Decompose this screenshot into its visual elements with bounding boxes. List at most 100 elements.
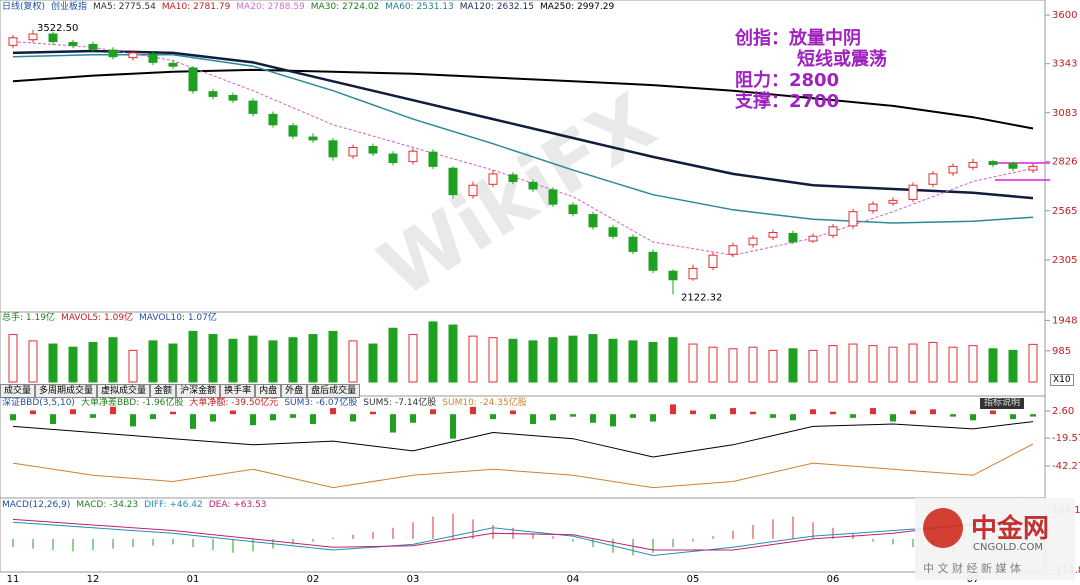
bbd-bar <box>830 411 836 415</box>
header-item: SUM3: -6.07亿股 <box>284 398 358 408</box>
tab[interactable]: 换手率 <box>220 384 256 398</box>
bbd-bar <box>10 414 16 421</box>
candle-body <box>368 145 378 154</box>
x-tick-label: 05 <box>687 574 700 585</box>
volume-bar <box>288 337 298 383</box>
candle-body <box>768 232 778 238</box>
x-tick-label: 03 <box>407 574 420 585</box>
volume-bar <box>8 334 18 383</box>
volume-bar <box>948 346 958 383</box>
y-tick-label: 3600 <box>1052 10 1077 21</box>
header-item: MA120: 2632.15 <box>459 2 534 12</box>
note-line: 阻力：2800 <box>735 70 840 91</box>
tab[interactable]: 内盘 <box>255 384 282 398</box>
candle-body <box>68 42 78 46</box>
bbd-bar <box>310 414 316 424</box>
candle-body <box>668 270 678 281</box>
logo-icon <box>923 508 963 548</box>
indicator-button[interactable]: 指标说明 <box>980 398 1025 409</box>
bbd-bar <box>1010 414 1016 420</box>
tab[interactable]: 虚拟成交量 <box>97 384 151 398</box>
plot-frame <box>0 0 1046 573</box>
x-tick-label: 04 <box>567 574 580 585</box>
candle-body <box>628 236 638 252</box>
y-tick-label: 1948 <box>1052 315 1077 326</box>
bbd-bar <box>570 414 576 417</box>
candle-body <box>128 52 138 59</box>
volume-bar <box>248 335 258 383</box>
tab[interactable]: 多周期成交量 <box>35 384 98 398</box>
header-item: 深证BBD(3,5,10) <box>2 398 75 408</box>
candle-body <box>948 165 958 174</box>
candle-body <box>408 150 418 163</box>
bbd-bar <box>650 414 656 422</box>
candle-body <box>388 153 398 164</box>
volume-bar <box>768 349 778 383</box>
bbd-header: 深证BBD(3,5,10) 大单净差BBD: -1.96亿股 大单净额: -39.5… <box>2 398 527 409</box>
ma-line <box>12 54 1034 224</box>
logo-slogan: 中 文 财 经 新 媒 体 <box>923 562 1021 575</box>
candle-body <box>528 181 538 190</box>
tab[interactable]: 成交量 <box>0 384 36 398</box>
candle-body <box>1008 163 1018 169</box>
bbd-bar <box>70 409 76 415</box>
volume-bar <box>368 343 378 383</box>
candle-body <box>748 237 758 246</box>
candle-body <box>788 232 798 243</box>
volume-bar <box>828 345 838 383</box>
bbd-bar <box>490 414 496 420</box>
bbd-bar <box>150 414 156 420</box>
candle-body <box>208 91 218 97</box>
volume-bar <box>928 341 938 383</box>
volume-bar <box>388 327 398 383</box>
header-item: MA10: 2781.79 <box>161 2 231 12</box>
candle-body <box>48 33 58 43</box>
bbd-bar <box>270 414 276 421</box>
candle-body <box>168 62 178 67</box>
candle-body <box>848 211 858 227</box>
tab[interactable]: 金额 <box>150 384 177 398</box>
x-tick-label: 12 <box>87 574 100 585</box>
candle-body <box>908 184 918 200</box>
candle-body <box>928 173 938 185</box>
volume-bar <box>1028 343 1038 383</box>
bbd-bar <box>690 410 696 415</box>
volume-bar <box>848 343 858 383</box>
y-tick-label: 2305 <box>1052 255 1077 266</box>
watermark: WikiFX <box>365 77 671 315</box>
volume-bar <box>888 346 898 383</box>
bbd-bar <box>850 414 856 418</box>
bbd-bar <box>390 414 396 433</box>
candle-body <box>868 203 878 212</box>
bbd-bar <box>530 414 536 424</box>
volume-bar <box>468 335 478 383</box>
candle-body <box>828 226 838 236</box>
header-item: 总手: 1.19亿 <box>2 313 55 323</box>
tab[interactable]: 盘后成交量 <box>307 384 361 398</box>
candle-body <box>468 184 478 197</box>
header-item: MA20: 2788.59 <box>236 2 305 12</box>
candle-body <box>448 167 458 196</box>
candle-body <box>8 37 18 46</box>
ma-line <box>12 521 1034 557</box>
tab[interactable]: 外盘 <box>281 384 308 398</box>
volume-bar <box>728 348 738 383</box>
candle-body <box>608 227 618 237</box>
candle-body <box>328 140 338 158</box>
volume-bar <box>268 340 278 383</box>
volume-bar <box>88 341 98 383</box>
candle-body <box>488 173 498 185</box>
volume-bar <box>328 330 338 383</box>
volume-bar <box>168 343 178 383</box>
header-item: MACD(12,26,9) <box>2 500 71 510</box>
bbd-bar <box>750 411 756 415</box>
candle-body <box>888 199 898 204</box>
volume-header: 总手: 1.19亿 MAVOL5: 1.09亿 MAVOL10: 1.07亿 <box>2 313 217 324</box>
low-label: 2122.32 <box>681 292 722 303</box>
bbd-bar <box>130 414 136 427</box>
note-line: 支撑：2700 <box>735 91 840 112</box>
tab[interactable]: 沪深金额 <box>176 384 221 398</box>
candle-body <box>108 49 118 58</box>
bbd-bar <box>90 414 96 418</box>
